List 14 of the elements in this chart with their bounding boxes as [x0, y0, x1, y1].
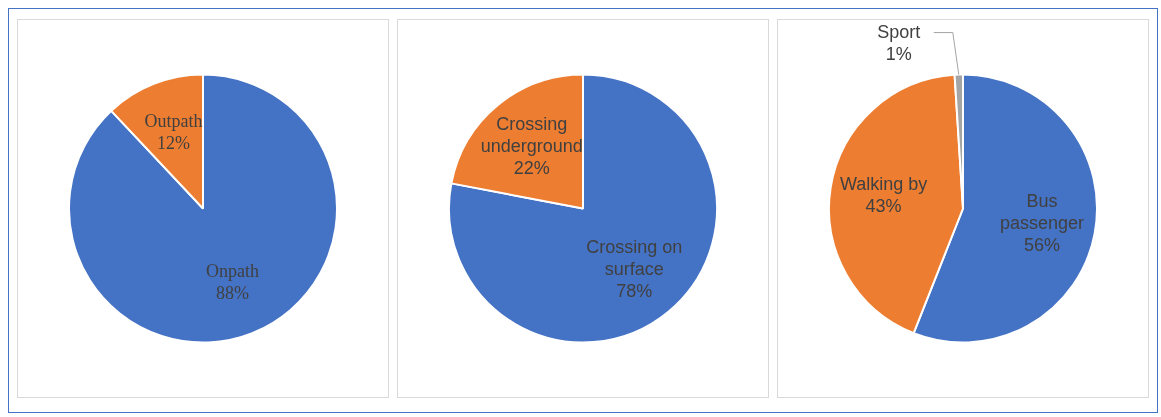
slice-label: Walking by	[839, 173, 928, 194]
slice-label: Crossing on surface	[586, 237, 683, 280]
data-label: 88%	[216, 282, 250, 303]
data-label: 56%	[1023, 234, 1060, 255]
data-label: 12%	[156, 133, 190, 154]
data-label: 22%	[513, 157, 550, 178]
data-label: 78%	[616, 281, 653, 302]
data-label: 43%	[865, 195, 902, 216]
data-label: 1%	[885, 43, 912, 64]
slice-label: Sport	[877, 21, 921, 42]
slice-label: Crossing underground	[480, 113, 583, 156]
slice-label: Outpath	[144, 111, 203, 132]
slice-label: Onpath	[206, 260, 260, 281]
slice-label: Bus passenger	[999, 190, 1085, 233]
